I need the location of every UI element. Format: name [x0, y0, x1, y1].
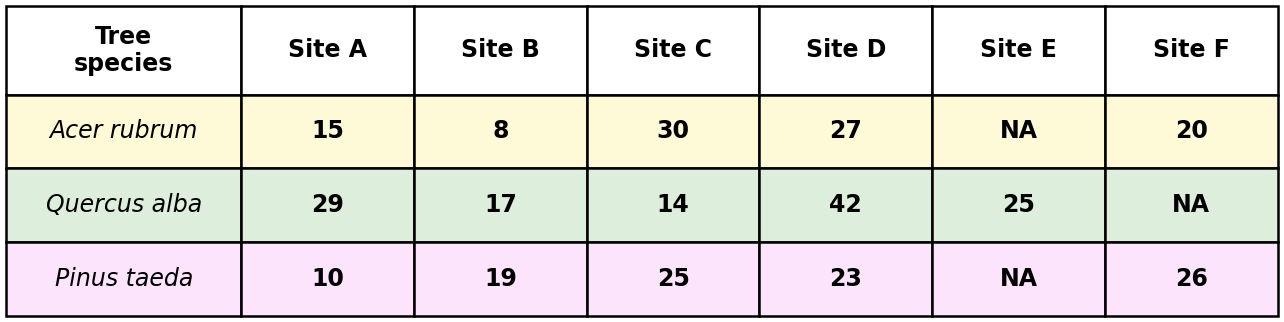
- Bar: [241, 242, 413, 316]
- Text: Site E: Site E: [980, 39, 1057, 62]
- Text: 17: 17: [484, 193, 517, 217]
- Text: Site B: Site B: [461, 39, 539, 62]
- Text: 19: 19: [484, 267, 517, 291]
- Text: Pinus taeda: Pinus taeda: [55, 267, 193, 291]
- Text: 25: 25: [1002, 193, 1035, 217]
- Text: 26: 26: [1175, 267, 1208, 291]
- Text: 25: 25: [656, 267, 690, 291]
- Text: 29: 29: [311, 193, 344, 217]
- Bar: [6, 6, 241, 95]
- Bar: [587, 242, 759, 316]
- Bar: [932, 242, 1104, 316]
- Bar: [241, 95, 413, 168]
- Text: Tree
species: Tree species: [74, 24, 173, 76]
- Bar: [932, 95, 1104, 168]
- Bar: [6, 95, 241, 168]
- Text: NA: NA: [999, 267, 1037, 291]
- Bar: [759, 168, 932, 242]
- Bar: [759, 6, 932, 95]
- Bar: [6, 168, 241, 242]
- Bar: [587, 95, 759, 168]
- Bar: [932, 6, 1104, 95]
- Bar: [759, 242, 932, 316]
- Bar: [1104, 168, 1278, 242]
- Text: 23: 23: [829, 267, 863, 291]
- Text: 15: 15: [311, 119, 344, 143]
- Bar: [413, 242, 587, 316]
- Text: 8: 8: [492, 119, 508, 143]
- Bar: [1104, 6, 1278, 95]
- Bar: [759, 95, 932, 168]
- Bar: [413, 168, 587, 242]
- Text: 20: 20: [1175, 119, 1208, 143]
- Bar: [241, 168, 413, 242]
- Text: 30: 30: [656, 119, 690, 143]
- Bar: [1104, 242, 1278, 316]
- Text: Acer rubrum: Acer rubrum: [50, 119, 198, 143]
- Text: Site F: Site F: [1153, 39, 1230, 62]
- Text: NA: NA: [1172, 193, 1211, 217]
- Text: Quercus alba: Quercus alba: [46, 193, 202, 217]
- Bar: [413, 95, 587, 168]
- Bar: [587, 6, 759, 95]
- Text: Site C: Site C: [634, 39, 713, 62]
- Bar: [6, 242, 241, 316]
- Text: 10: 10: [311, 267, 344, 291]
- Bar: [587, 168, 759, 242]
- Text: 14: 14: [656, 193, 690, 217]
- Bar: [1104, 95, 1278, 168]
- Text: Site A: Site A: [288, 39, 367, 62]
- Bar: [413, 6, 587, 95]
- Text: 42: 42: [829, 193, 862, 217]
- Bar: [241, 6, 413, 95]
- Text: NA: NA: [999, 119, 1037, 143]
- Bar: [932, 168, 1104, 242]
- Text: 27: 27: [829, 119, 863, 143]
- Text: Site D: Site D: [805, 39, 886, 62]
